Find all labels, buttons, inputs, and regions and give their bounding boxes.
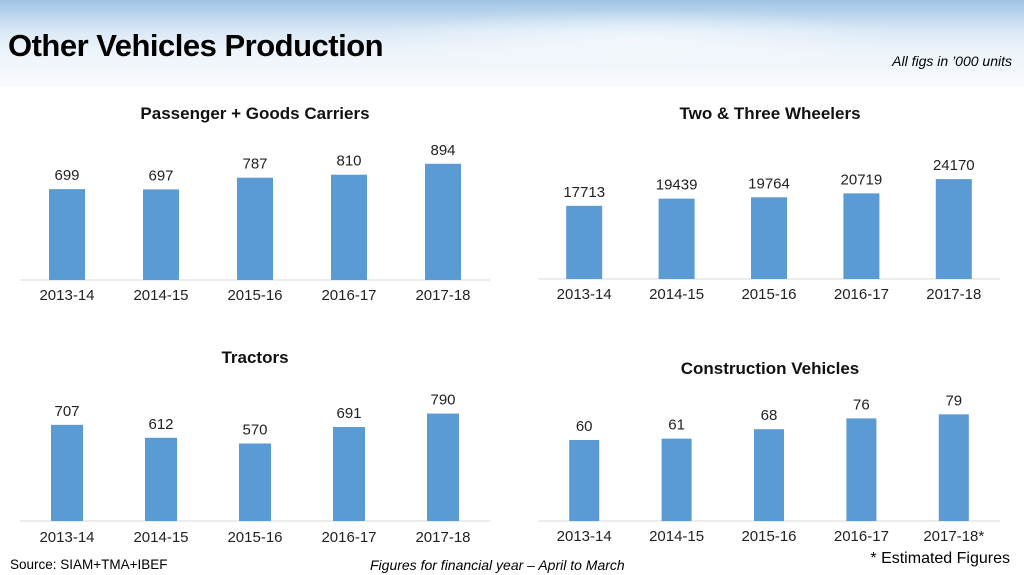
data-label: 24170 [933,157,975,174]
data-label: 19764 [748,175,790,192]
page-title: Other Vehicles Production [8,28,384,63]
units-note: All figs in ’000 units [892,53,1012,69]
data-label: 699 [54,167,79,184]
x-tick-label: 2013-14 [557,528,612,545]
data-label: 707 [54,403,79,420]
x-tick-label: 2016-17 [834,528,889,545]
chart-two-three-wheelers: Two & Three Wheelers 17713 2013-14 19439 20… [530,100,1010,315]
data-label: 76 [853,396,870,413]
x-tick-label: 2013-14 [39,287,94,304]
data-label: 612 [148,416,173,433]
banner-swoosh [380,8,900,68]
data-label: 61 [668,417,685,434]
x-tick-label: 2017-18 [415,529,470,546]
estimate-note: * Estimated Figures [870,550,1010,567]
bar [239,443,271,521]
x-tick-label: 2014-15 [649,528,704,545]
x-tick-label: 2015-16 [227,529,282,546]
financial-year-note: Figures for financial year – April to Ma… [370,557,625,573]
bar [935,179,972,279]
data-label: 20719 [841,171,883,188]
bar [145,437,177,521]
data-label: 60 [576,418,593,435]
x-tick-label: 2016-17 [834,286,889,303]
data-label: 570 [242,421,267,438]
x-tick-label: 2016-17 [321,287,376,304]
bar [143,189,179,280]
bar [331,174,367,280]
data-label: 79 [945,392,962,409]
source-note: Source: SIAM+TMA+IBEF [10,557,168,572]
bar [754,429,784,521]
x-tick-label: 2015-16 [227,287,282,304]
bar [658,198,695,279]
chart-svg: 60 2013-14 61 2014-15 68 2015-16 76 2016-17 79 20… [538,392,1000,545]
chart-title: Two & Three Wheelers [679,104,861,123]
chart-title: Passenger + Goods Carriers [140,104,370,123]
chart-svg: 17713 2013-14 19439 2014-15 19764 2015-16 2071… [538,157,1000,303]
x-tick-label: 2014-15 [649,286,704,303]
bar [751,197,787,279]
data-label: 19439 [656,177,698,194]
bar [566,205,603,279]
data-label: 68 [761,407,778,424]
chart-tractors: Tractors 707 2013-14 612 2014-15 570 2015-16 6… [10,345,500,550]
bar [425,163,461,280]
chart-passenger-goods-carriers: Passenger + Goods Carriers 699 2013-14 697… [10,100,500,315]
x-tick-label: 2013-14 [557,286,612,303]
data-label: 697 [148,167,173,184]
chart-construction-vehicles: Construction Vehicles 60 2013-14 61 2014-15… [530,356,1010,550]
bar [237,177,273,280]
x-tick-label: 2014-15 [133,529,188,546]
x-tick-label: 2015-16 [741,528,796,545]
x-tick-label: 2017-18* [923,528,984,545]
data-label: 894 [430,142,455,159]
x-tick-label: 2015-16 [741,286,796,303]
bar [49,189,85,280]
x-tick-label: 2013-14 [39,529,94,546]
chart-title: Tractors [221,348,289,367]
data-label: 17713 [563,184,605,201]
data-label: 810 [336,153,361,170]
bar [938,414,969,521]
chart-title: Construction Vehicles [680,359,860,378]
chart-svg: 707 2013-14 612 2014-15 570 2015-16 691 2016-17… [20,392,490,546]
bar [846,418,877,521]
bar [661,438,692,521]
data-label: 787 [242,156,267,173]
data-label: 790 [430,392,455,409]
x-tick-label: 2017-18 [415,287,470,304]
bar [427,413,459,521]
x-tick-label: 2017-18 [926,286,981,303]
chart-svg: 699 2013-14 697 2014-15 787 2015-16 810 2016-17… [20,142,490,304]
bar [333,427,365,521]
x-tick-label: 2016-17 [321,529,376,546]
header-banner [0,0,1024,86]
bar [843,193,880,279]
bar [569,440,600,521]
bar [51,424,83,521]
data-label: 691 [336,405,361,422]
x-tick-label: 2014-15 [133,287,188,304]
